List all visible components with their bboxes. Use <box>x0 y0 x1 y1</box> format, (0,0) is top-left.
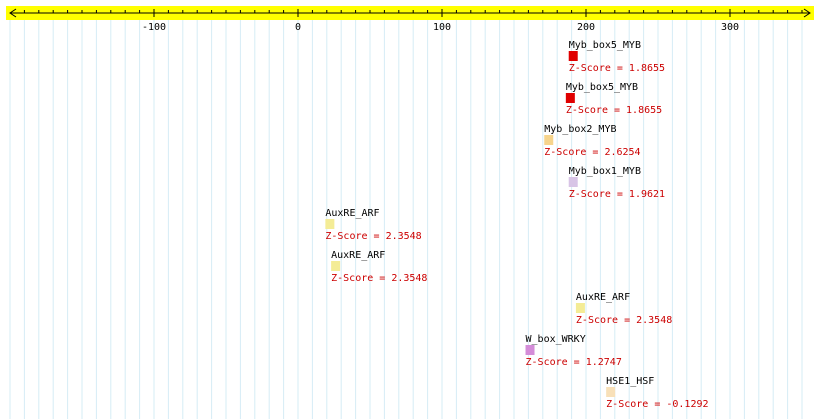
site-zscore: Z-Score = 2.6254 <box>544 147 640 158</box>
site-zscore: Z-Score = 1.9621 <box>569 189 665 200</box>
axis-right-arrow-icon <box>803 8 811 18</box>
binding-site[interactable]: HSE1_HSF Z-Score = -0.1292 <box>606 376 709 410</box>
site-marker[interactable] <box>331 261 341 271</box>
site-marker[interactable] <box>325 219 335 229</box>
position-ruler: -100 0 100 200 300 <box>6 6 814 33</box>
binding-site[interactable]: Myb_box2_MYB Z-Score = 2.6254 <box>544 124 641 158</box>
binding-site[interactable]: AuxRE_ARF Z-Score = 2.3548 <box>331 250 427 284</box>
site-name: W_box_WRKY <box>526 334 586 345</box>
site-name: Myb_box2_MYB <box>544 124 616 135</box>
site-zscore: Z-Score = 2.3548 <box>331 273 427 284</box>
binding-site[interactable]: W_box_WRKY Z-Score = 1.2747 <box>525 334 622 368</box>
tick-label: -100 <box>142 22 166 33</box>
site-marker[interactable] <box>606 387 616 397</box>
tick-label: 0 <box>295 22 301 33</box>
grid-lines <box>9 20 803 419</box>
axis-left-arrow-icon <box>9 8 17 18</box>
binding-site[interactable]: Myb_box1_MYB Z-Score = 1.9621 <box>568 166 665 200</box>
site-marker[interactable] <box>568 51 578 61</box>
site-zscore: Z-Score = 1.2747 <box>526 357 622 368</box>
site-zscore: Z-Score = -0.1292 <box>606 399 708 410</box>
site-marker[interactable] <box>525 345 535 355</box>
site-marker[interactable] <box>565 93 575 103</box>
site-name: Myb_box5_MYB <box>566 82 638 93</box>
binding-site[interactable]: AuxRE_ARF Z-Score = 2.3548 <box>575 292 672 326</box>
site-zscore: Z-Score = 2.3548 <box>325 231 421 242</box>
site-marker[interactable] <box>544 135 554 145</box>
site-name: AuxRE_ARF <box>576 292 630 303</box>
tick-label: 100 <box>433 22 451 33</box>
binding-site[interactable]: Myb_box5_MYB Z-Score = 1.8655 <box>565 82 662 116</box>
tick-label: 200 <box>577 22 595 33</box>
site-zscore: Z-Score = 2.3548 <box>576 315 672 326</box>
site-name: HSE1_HSF <box>606 376 654 387</box>
binding-site[interactable]: AuxRE_ARF Z-Score = 2.3548 <box>325 208 422 242</box>
site-name: Myb_box1_MYB <box>569 166 641 177</box>
site-name: AuxRE_ARF <box>325 208 379 219</box>
site-name: Myb_box5_MYB <box>569 40 641 51</box>
site-marker[interactable] <box>568 177 578 187</box>
tick-label: 300 <box>721 22 739 33</box>
site-marker[interactable] <box>575 303 585 313</box>
site-zscore: Z-Score = 1.8655 <box>566 105 662 116</box>
site-zscore: Z-Score = 1.8655 <box>569 63 665 74</box>
site-name: AuxRE_ARF <box>331 250 385 261</box>
binding-site[interactable]: Myb_box5_MYB Z-Score = 1.8655 <box>568 40 665 74</box>
